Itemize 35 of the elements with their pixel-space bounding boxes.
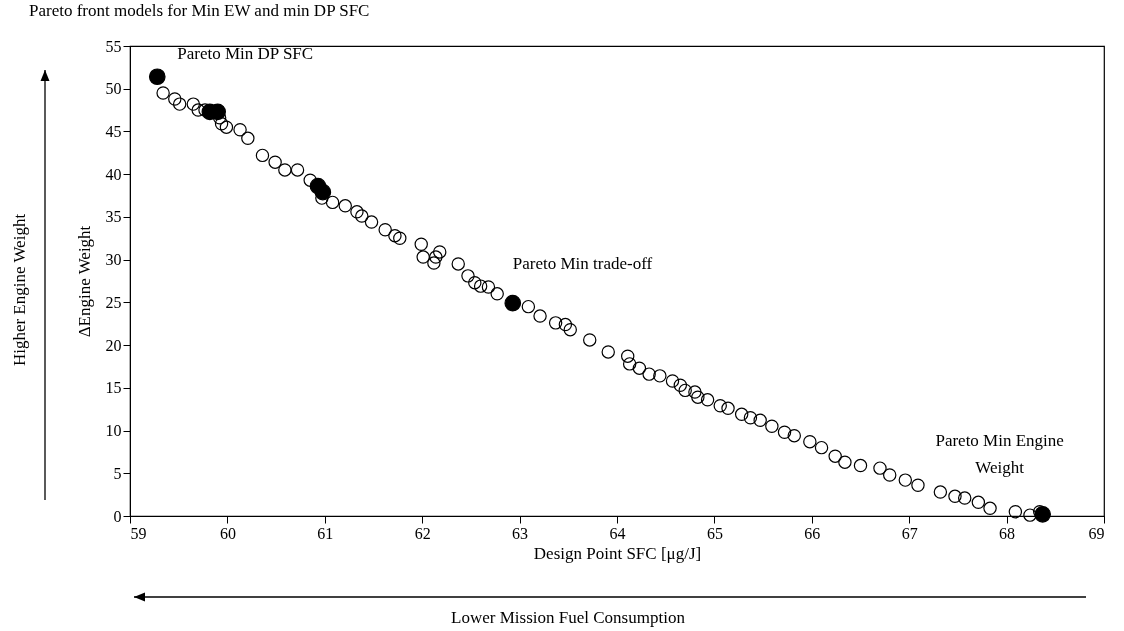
y-tick-label: 55 [105, 37, 122, 55]
point [314, 183, 332, 201]
x-tick-label: 59 [130, 524, 147, 542]
x-tick-label: 60 [219, 524, 236, 542]
x-tick-label: 64 [609, 524, 626, 542]
y-tick-label: 25 [105, 293, 122, 311]
x-tick-label: 69 [1088, 524, 1105, 542]
y-tick-label: 30 [105, 251, 122, 269]
text: Higher Engine Weight [10, 213, 30, 367]
x-axis-title: Design Point SFC [μg/J] [533, 543, 702, 563]
x-tick-label: 66 [804, 524, 821, 542]
point [1034, 505, 1051, 523]
y-tick-label: 45 [105, 122, 122, 140]
y-tick-label: 50 [105, 80, 122, 98]
y-tick-label: 0 [113, 507, 122, 525]
y-tick-label: 15 [105, 379, 122, 397]
x-tick-label: 68 [999, 524, 1016, 542]
text: Lower Mission Fuel Consumption [451, 608, 685, 628]
x-tick-label: 62 [414, 524, 431, 542]
y-tick-label: 10 [105, 422, 122, 440]
annotation: Pareto Min DP SFC [177, 43, 314, 63]
y-tick-label: 5 [113, 464, 122, 482]
annotation: Pareto Min Engine Weight [935, 431, 1064, 478]
x-tick-label: 67 [901, 524, 918, 542]
x-tick-label: 63 [512, 524, 529, 542]
x-tick-label: 61 [317, 524, 334, 542]
y-axis-title: ΔEngine Weight [74, 225, 94, 338]
text: Pareto front models for Min EW and min DP SFC [29, 0, 370, 20]
y-tick-label: 20 [105, 336, 122, 354]
point [504, 294, 522, 312]
y-tick-label: 35 [105, 208, 122, 226]
x-tick-label: 65 [706, 524, 723, 542]
y-tick-label: 40 [105, 165, 122, 183]
annotation: Pareto Min trade-off [512, 254, 653, 274]
point [148, 68, 166, 86]
